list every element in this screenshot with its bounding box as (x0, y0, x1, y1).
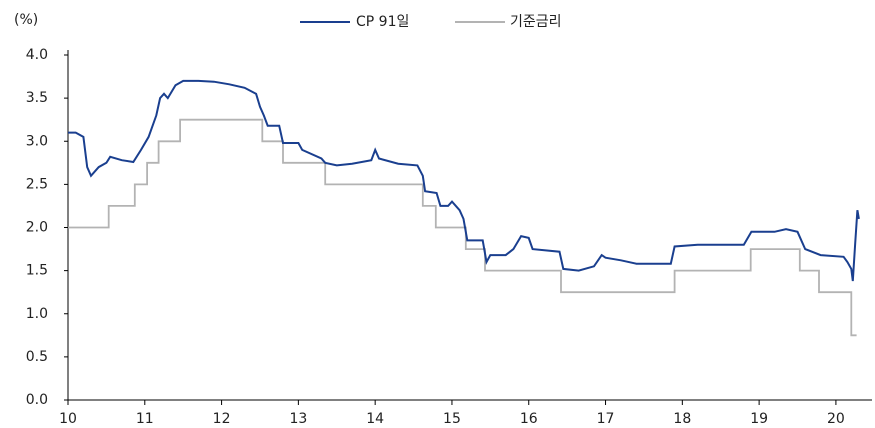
y-tick-label: 1.5 (26, 263, 48, 279)
series-line (68, 79, 860, 282)
y-tick-label: 2.5 (26, 176, 48, 192)
x-tick-label: 12 (213, 411, 231, 427)
x-tick-label: 16 (520, 411, 538, 427)
x-tick-label: 11 (136, 411, 154, 427)
y-tick-label: 2.0 (26, 220, 48, 236)
y-tick-label: 1.0 (26, 306, 48, 322)
y-tick-label: 4.0 (26, 47, 48, 63)
x-tick-label: 15 (443, 411, 461, 427)
legend-label: 기준금리 (510, 14, 562, 30)
x-tick-label: 17 (597, 411, 615, 427)
x-tick-label: 10 (59, 411, 77, 427)
y-tick-label: 3.5 (26, 90, 48, 106)
x-tick-label: 20 (827, 411, 845, 427)
x-tick-label: 18 (673, 411, 691, 427)
y-axis-label: (%) (14, 12, 38, 28)
x-tick-label: 14 (366, 411, 384, 427)
x-tick-label: 19 (750, 411, 768, 427)
legend-label: CP 91일 (356, 14, 409, 30)
series-line (68, 118, 857, 337)
y-tick-label: 3.0 (26, 133, 48, 149)
y-tick-label: 0.0 (26, 392, 48, 408)
y-tick-label: 0.5 (26, 349, 48, 365)
x-tick-label: 13 (289, 411, 307, 427)
